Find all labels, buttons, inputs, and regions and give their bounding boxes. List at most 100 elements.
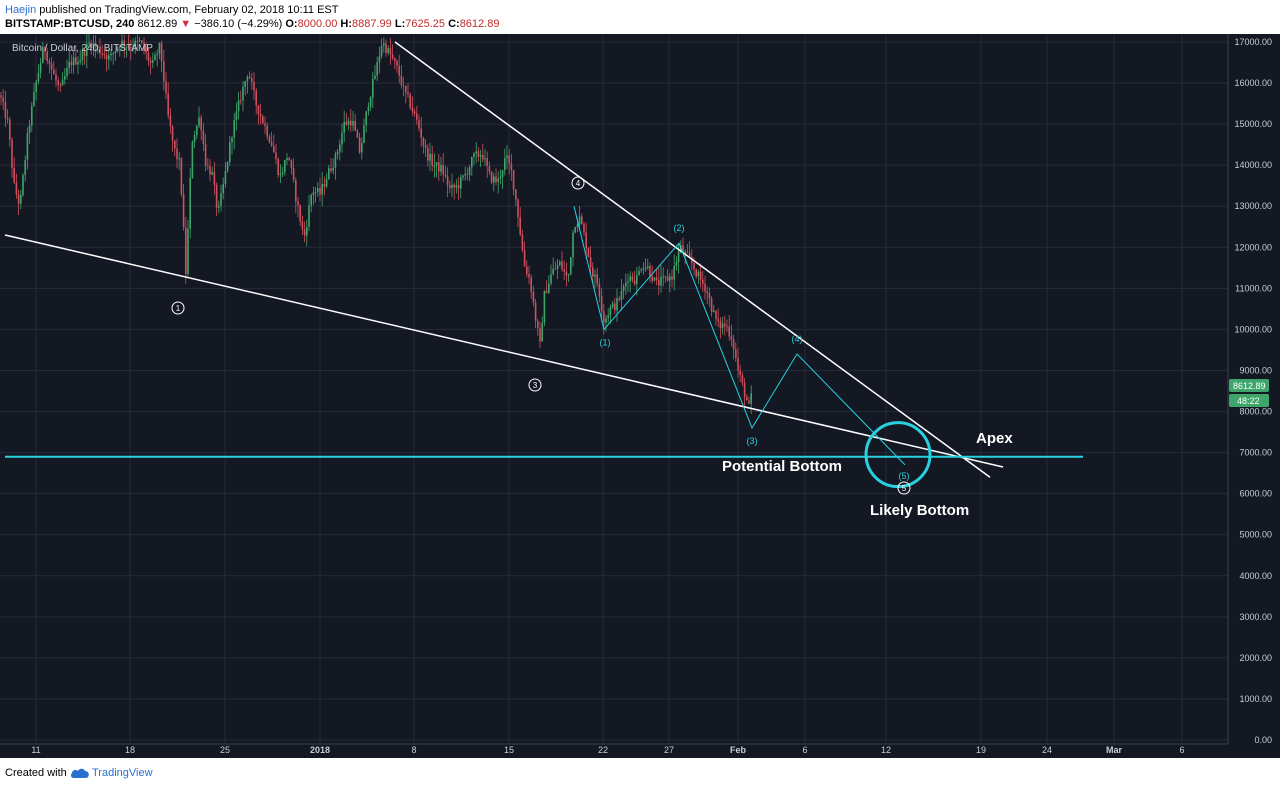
wave-circle-marker: [528, 378, 542, 392]
candle-body: [356, 130, 359, 138]
candle-body: [730, 336, 733, 340]
candle-body: [471, 157, 473, 168]
candle-body: [660, 276, 662, 286]
candle-body: [242, 86, 244, 101]
candle-body: [64, 76, 66, 80]
candle-body: [42, 47, 44, 64]
time-axis[interactable]: [0, 744, 1280, 758]
candle-body: [479, 155, 482, 157]
candle-body: [486, 158, 488, 167]
wave-label: (3): [747, 436, 758, 446]
down-arrow-icon: ▼: [180, 18, 192, 30]
y-tick-label: 13000.00: [1234, 201, 1272, 211]
candle-body: [22, 175, 24, 196]
candle-body: [515, 189, 517, 200]
candle-body: [290, 160, 293, 168]
candle-body: [244, 81, 246, 87]
y-tick-label: 6000.00: [1239, 489, 1272, 499]
candle-body: [83, 51, 86, 56]
candle-body: [167, 93, 169, 116]
candle-body: [132, 47, 134, 49]
candle-body: [510, 163, 513, 170]
candle-body: [684, 251, 686, 253]
candle-body: [110, 53, 112, 56]
candle-body: [671, 276, 673, 280]
candle-body: [321, 183, 323, 195]
lower-trendline[interactable]: [4, 234, 1004, 468]
candle-body: [717, 318, 719, 322]
candle-body: [90, 42, 92, 49]
candle-body: [537, 320, 539, 329]
candle-body: [13, 167, 15, 183]
candle-body: [699, 271, 702, 280]
y-tick-label: 14000.00: [1234, 160, 1272, 170]
y-tick-label: 11000.00: [1235, 283, 1272, 293]
candle-body: [66, 68, 68, 77]
candle-body: [534, 302, 537, 321]
candle-body: [160, 42, 163, 62]
candle-body: [185, 227, 187, 275]
author-link[interactable]: Haejin: [5, 4, 37, 16]
wave-path[interactable]: [573, 206, 906, 466]
candle-body: [550, 274, 552, 284]
x-tick-label: Feb: [730, 745, 747, 755]
x-tick-label: 6: [802, 745, 807, 755]
candle-body: [2, 97, 4, 102]
candle-body: [101, 53, 103, 55]
candle-body: [134, 40, 136, 48]
candle-body: [576, 224, 579, 227]
candle-body: [136, 40, 139, 42]
x-tick-label: Mar: [1106, 745, 1123, 755]
candle-body: [259, 114, 262, 117]
candle-body: [9, 119, 11, 140]
y-tick-label: 15000.00: [1234, 119, 1272, 129]
candle-body: [682, 245, 684, 253]
candle-body: [530, 277, 532, 292]
wave-label: (4): [792, 334, 803, 344]
tradingview-link[interactable]: TradingView: [92, 767, 153, 779]
candle-body: [585, 232, 587, 249]
candle-body: [165, 81, 167, 94]
candle-body: [737, 357, 739, 371]
candle-body: [317, 188, 319, 192]
candle-body: [578, 216, 581, 225]
ohlc-line: BITSTAMP:BTCUSD, 240 8612.89 ▼ −386.10 (…: [5, 18, 499, 30]
x-tick-label: 25: [220, 745, 230, 755]
candle-body: [396, 60, 398, 66]
candle-body: [418, 119, 420, 129]
candle-body: [88, 42, 90, 44]
last-price-tag-label: 8612.89: [1233, 381, 1266, 391]
candle-body: [281, 172, 284, 175]
candle-body: [416, 113, 418, 120]
candle-body: [218, 205, 220, 208]
candles: [0, 34, 752, 414]
candle-body: [691, 257, 693, 264]
candle-body: [156, 54, 158, 56]
price-chart[interactable]: 17000.0016000.0015000.0014000.0013000.00…: [0, 34, 1280, 758]
candle-body: [651, 276, 653, 281]
candle-body: [567, 274, 570, 276]
candle-body: [462, 175, 464, 178]
candle-body: [427, 148, 429, 161]
candle-body: [233, 120, 235, 138]
candle-body: [297, 201, 299, 206]
candle-body: [358, 137, 361, 153]
candle-body: [735, 349, 737, 358]
candle-body: [257, 105, 260, 115]
candle-body: [455, 185, 458, 188]
candle-body: [710, 298, 713, 313]
candle-body: [636, 275, 638, 285]
candle-body: [664, 276, 667, 278]
candle-body: [389, 47, 392, 55]
wave-label: (5): [899, 471, 910, 481]
candle-body: [407, 92, 409, 95]
candle-body: [607, 315, 609, 319]
candle-body: [35, 81, 37, 92]
upper-trendline[interactable]: [394, 41, 991, 478]
candle-body: [279, 174, 282, 176]
candle-body: [253, 81, 255, 91]
candle-body: [262, 116, 264, 124]
x-tick-label: 8: [411, 745, 416, 755]
candle-body: [532, 291, 535, 303]
candle-body: [299, 205, 301, 222]
